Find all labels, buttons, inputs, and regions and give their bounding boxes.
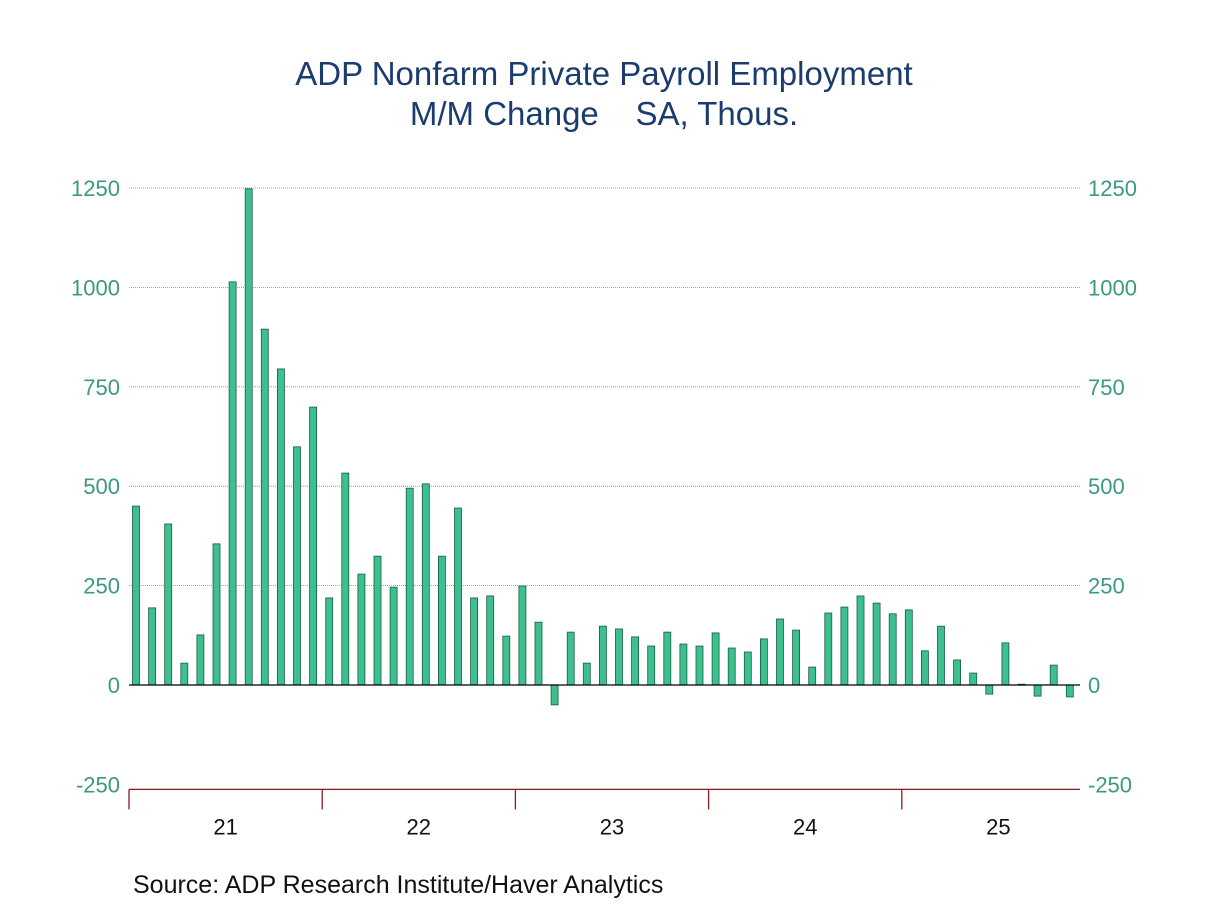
bar xyxy=(405,487,414,686)
bar xyxy=(615,628,623,686)
chart-title: ADP Nonfarm Private Payroll Employment xyxy=(295,55,913,92)
bar xyxy=(389,586,398,686)
bar xyxy=(776,618,784,686)
bar xyxy=(904,609,913,686)
bar xyxy=(325,597,334,686)
y-tick-label-left: 750 xyxy=(83,375,120,400)
bar xyxy=(196,634,205,686)
y-tick-label-left: 1000 xyxy=(71,275,120,300)
y-tick-label-right: 0 xyxy=(1088,673,1100,698)
bar xyxy=(1065,684,1074,698)
bar xyxy=(760,638,768,686)
y-tick-label-right: 750 xyxy=(1088,375,1125,400)
y-tick-label-left: 250 xyxy=(83,574,120,599)
bar xyxy=(695,645,704,686)
bar xyxy=(132,505,140,686)
bar xyxy=(792,629,800,686)
bar xyxy=(631,636,639,686)
chart-subtitle: M/M Change SA, Thous. xyxy=(409,95,799,132)
bar xyxy=(502,635,511,686)
bar xyxy=(872,602,881,686)
bar xyxy=(969,672,978,686)
bar xyxy=(244,188,253,686)
bar xyxy=(293,446,301,686)
bar xyxy=(985,684,994,695)
y-tick-label-right: 1000 xyxy=(1088,275,1137,300)
bar xyxy=(260,328,269,686)
bar xyxy=(566,631,575,686)
y-tick-label-right: 1250 xyxy=(1088,176,1137,201)
bar xyxy=(808,666,817,686)
x-tick-label: 21 xyxy=(213,814,237,839)
bar xyxy=(148,607,157,686)
y-tick-label-left: 0 xyxy=(108,673,120,698)
bar xyxy=(824,612,833,686)
bar xyxy=(711,632,720,686)
bar xyxy=(534,621,543,686)
bar xyxy=(357,573,366,686)
bar xyxy=(228,281,237,686)
bar xyxy=(309,406,318,686)
bar xyxy=(1033,684,1042,697)
x-tick-label: 23 xyxy=(600,814,624,839)
bar xyxy=(743,651,752,686)
bar xyxy=(470,597,479,686)
source-note: Source: ADP Research Institute/Haver Ana… xyxy=(133,871,664,899)
bar xyxy=(663,631,672,686)
y-tick-label-left: -250 xyxy=(76,772,120,797)
bar xyxy=(840,606,849,686)
x-tick-label: 22 xyxy=(407,814,431,839)
bar xyxy=(341,472,350,686)
y-tick-label-right: 250 xyxy=(1088,574,1125,599)
bar xyxy=(437,555,446,686)
bar xyxy=(180,662,189,686)
bar xyxy=(164,523,173,686)
y-tick-label-right: -250 xyxy=(1088,772,1132,797)
bar xyxy=(856,595,865,686)
bar xyxy=(212,543,221,686)
bar xyxy=(582,662,591,686)
bar xyxy=(647,645,656,686)
bar xyxy=(953,659,961,686)
y-tick-label-right: 500 xyxy=(1088,474,1125,499)
x-tick-label: 25 xyxy=(986,814,1010,839)
bar xyxy=(518,585,527,686)
x-tick-label: 24 xyxy=(793,814,817,839)
bar xyxy=(1049,664,1058,686)
bar xyxy=(373,555,382,686)
bar xyxy=(550,684,559,706)
bar xyxy=(727,647,736,686)
bar xyxy=(679,643,688,686)
bar xyxy=(888,613,897,686)
bar xyxy=(421,483,430,686)
bar xyxy=(1001,642,1010,686)
bar xyxy=(486,595,495,686)
bar xyxy=(937,625,945,686)
y-tick-label-left: 500 xyxy=(83,474,120,499)
y-tick-label-left: 1250 xyxy=(71,176,120,201)
bar xyxy=(454,507,462,686)
bar xyxy=(921,650,929,686)
bar xyxy=(599,625,607,686)
bar xyxy=(276,368,285,686)
